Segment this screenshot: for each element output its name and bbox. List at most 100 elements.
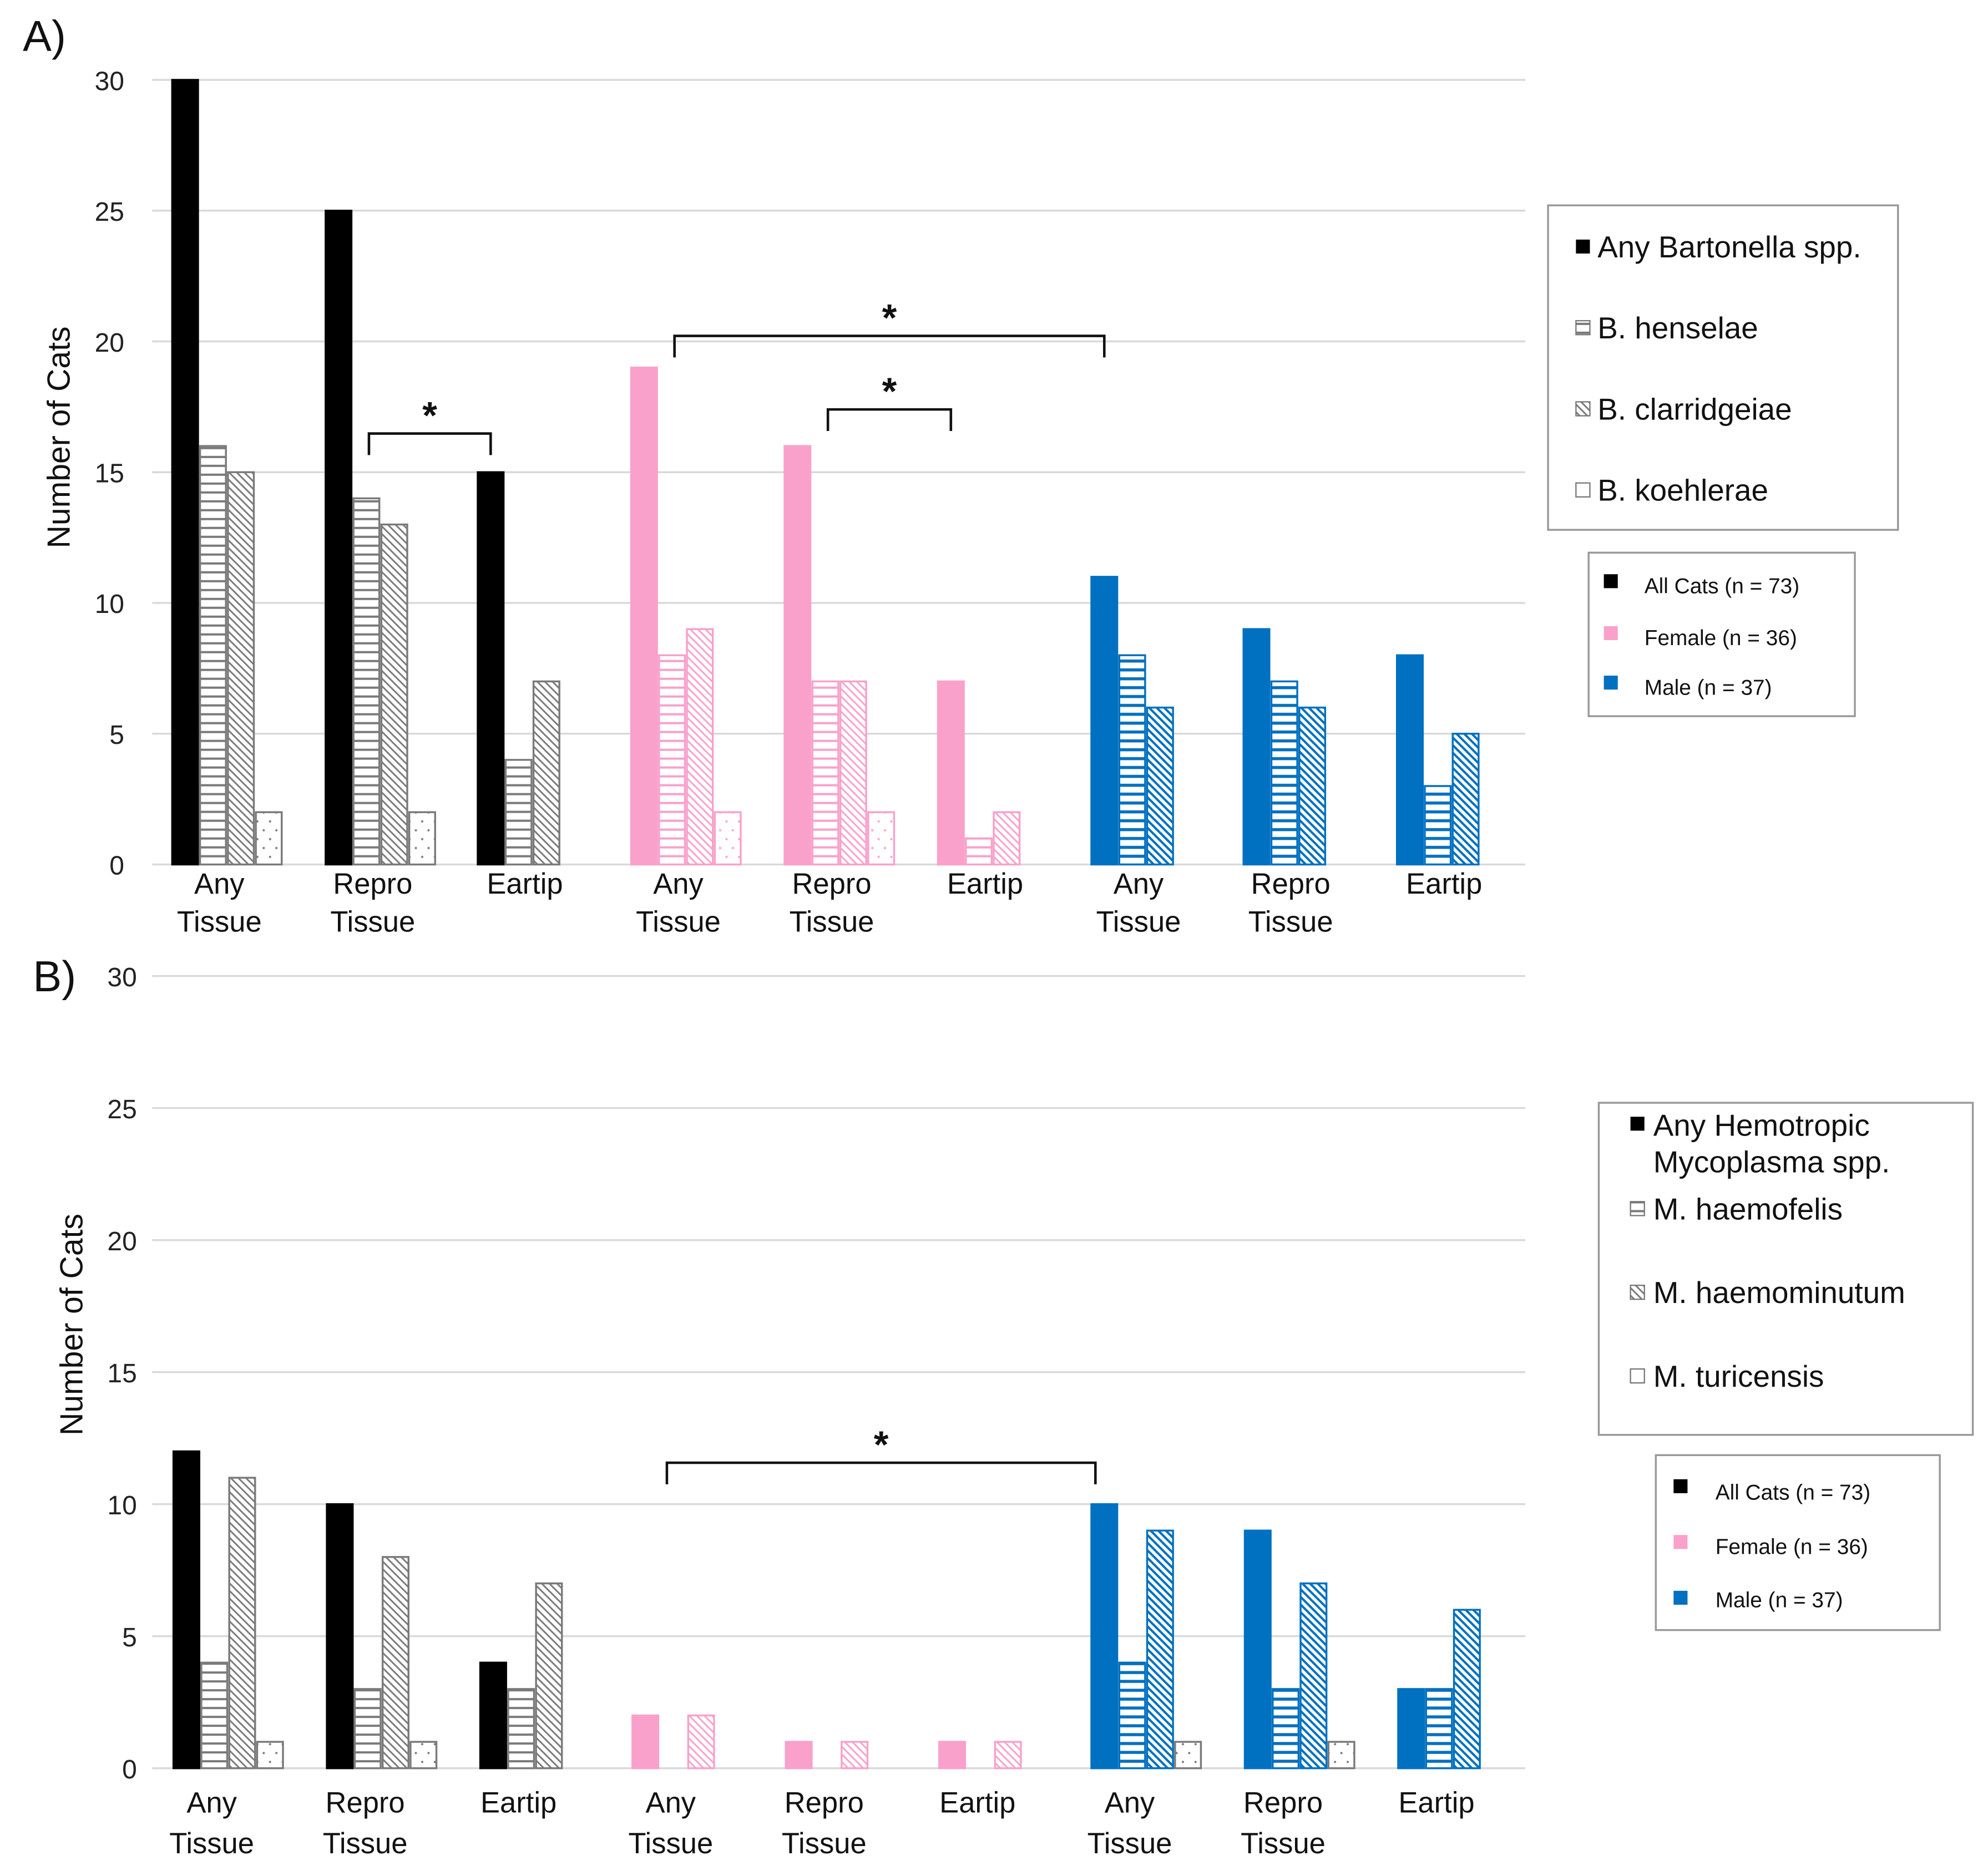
bar-female-solid-3 [631,1714,660,1769]
legend-label: All Cats (n = 73) [1716,1480,1870,1504]
bar-male-solid-7 [1242,628,1271,866]
significance-bracket [665,1461,1097,1484]
bar-female-solid-5 [937,680,965,866]
y-tick-label: 30 [95,67,124,96]
y-tick-label: 25 [107,1095,136,1124]
significance-marker: * [874,1423,889,1466]
bar-female-dots-4 [867,811,896,866]
y-tick-label: 0 [122,1755,137,1784]
x-tick-label: Eartip [480,1787,557,1819]
x-tick-label: Any [1114,868,1164,900]
x-tick-label: Tissue [628,1827,713,1860]
legend-swatch-diagonal [1630,1284,1645,1300]
y-tick-label: 20 [107,1227,136,1256]
bar-female-diagonal-3 [686,628,714,866]
panel-b-group-legend: All Cats (n = 73) Female (n = 36) Male (… [1655,1454,1941,1631]
bar-male-solid-6 [1090,576,1119,866]
bar-all-diagonal-0 [227,471,255,866]
x-tick-label: Any [186,1787,237,1819]
legend-label: Any Hemotropic [1653,1108,1870,1142]
bar-female-diagonal-5 [994,1741,1022,1769]
x-tick-label: Any [653,868,704,900]
y-tick-label: 10 [95,590,124,619]
significance-marker: * [422,394,437,437]
y-axis-label: Number of Cats [54,1214,90,1436]
legend-swatch-solid [1576,239,1590,254]
panel-label: A) [23,12,66,60]
bar-male-diagonal-7 [1298,706,1327,866]
bar-all-horizontal-0 [200,1661,229,1769]
legend-label: B. clarridgeiae [1597,392,1792,426]
y-tick-label: 0 [109,851,124,881]
y-tick-label: 25 [95,197,124,227]
legend-swatch-solid [1630,1117,1645,1131]
bar-male-solid-8 [1395,654,1424,866]
bar-all-solid-1 [326,1503,354,1769]
x-tick-label: Repro [1251,868,1331,900]
legend-swatch-dots [1575,482,1591,498]
legend-swatch-diagonal [1575,401,1591,417]
x-tick-label: Tissue [782,1827,867,1860]
bar-all-solid-2 [479,1661,507,1769]
x-tick-label: Repro [333,868,412,900]
bar-female-solid-3 [630,366,658,866]
x-tick-label: Repro [1243,1787,1323,1819]
x-tick-label: Repro [792,868,871,900]
x-tick-label: Eartip [1398,1787,1474,1819]
x-tick-label: Eartip [947,868,1023,900]
bar-male-diagonal-6 [1146,1529,1174,1769]
legend-swatch-horizontal [1575,320,1591,336]
x-tick-label: Tissue [1248,906,1333,939]
x-tick-label: Any [1105,1787,1155,1819]
legend-swatch-male [1673,1590,1688,1605]
bar-male-diagonal-7 [1299,1582,1328,1769]
y-tick-label: 5 [109,721,124,750]
x-tick-label: Tissue [323,1827,408,1860]
bar-all-horizontal-2 [504,759,533,866]
bar-female-solid-4 [785,1741,813,1769]
x-tick-label: Tissue [177,906,262,939]
x-tick-label: Eartip [1406,868,1482,900]
legend-swatch-dots [1630,1368,1645,1384]
panel-b-species-legend: Any Hemotropic Mycoplasma spp. M. haemof… [1597,1102,1974,1436]
bar-female-diagonal-4 [841,1741,869,1769]
legend-swatch-female [1603,626,1618,641]
bar-all-horizontal-1 [353,1688,382,1769]
x-tick-label: Tissue [1096,906,1181,939]
legend-label: B. henselae [1597,311,1758,345]
x-tick-label: Repro [785,1787,864,1819]
bar-all-dots-1 [408,811,436,866]
legend-label: Female (n = 36) [1645,626,1797,650]
bar-male-diagonal-8 [1453,1609,1481,1769]
bar-male-diagonal-6 [1146,706,1174,866]
x-tick-label: Eartip [487,868,563,900]
panel-a-species-legend: Any Bartonella spp. B. henselae B. clarr… [1547,204,1899,531]
significance-bracket [826,408,953,431]
legend-label: Male (n = 37) [1716,1589,1843,1613]
bar-female-diagonal-4 [839,680,867,866]
significance-bracket [367,432,492,455]
bar-female-diagonal-3 [687,1714,715,1769]
bar-all-solid-1 [325,210,353,866]
bar-all-diagonal-2 [535,1582,563,1769]
bar-all-diagonal-0 [228,1477,256,1769]
legend-swatch-male [1603,675,1618,690]
bar-male-diagonal-8 [1451,733,1480,866]
panel-label: B) [33,953,76,1001]
legend-label: Any Bartonella spp. [1597,230,1861,264]
y-axis-label: Number of Cats [42,326,77,548]
y-tick-label: 15 [95,459,124,489]
legend-label: M. haemofelis [1653,1191,1843,1226]
bar-all-solid-0 [171,79,199,866]
bar-male-horizontal-6 [1118,654,1146,866]
bar-female-dots-3 [714,811,742,866]
bar-female-horizontal-5 [965,837,993,866]
bar-all-diagonal-1 [381,1556,409,1769]
bar-all-dots-0 [255,811,283,866]
y-tick-label: 30 [107,963,136,992]
panel-b-chart: B) Number of Cats 0 5 10 15 20 25 30 Any Tissue Rep… [33,953,1525,1860]
bar-female-solid-4 [783,445,812,866]
bar-female-horizontal-4 [811,680,839,866]
bar-all-solid-2 [477,471,505,866]
